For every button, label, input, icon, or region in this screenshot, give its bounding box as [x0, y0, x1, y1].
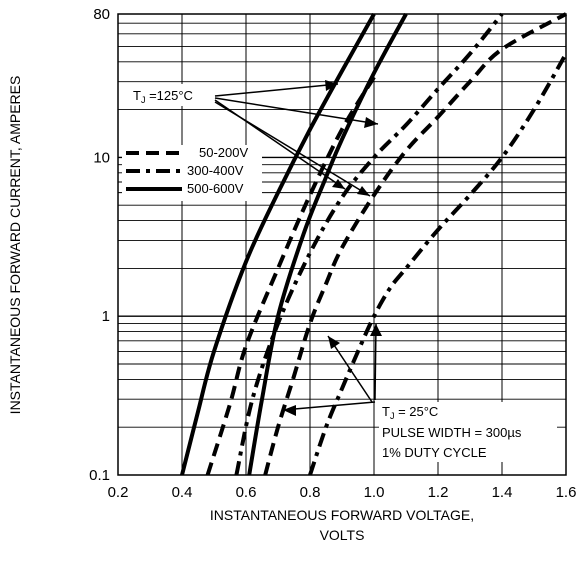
tj-125c-arrowheads — [325, 80, 378, 196]
tj-25c-annotation: TJ = 25°C PULSE WIDTH = 300µs 1% DUTY CY… — [282, 323, 557, 462]
x-axis-title-line1: INSTANTANEOUS FORWARD VOLTAGE, — [210, 507, 474, 523]
y-tick-label-1: 1 — [102, 308, 110, 325]
tj-25c-background — [379, 402, 557, 462]
x-tick-label-6: 1.4 — [492, 484, 513, 501]
legend: 50-200V 300-400V 500-600V — [122, 145, 262, 201]
grid — [118, 13, 566, 475]
tj-25c-arrowheads — [283, 324, 382, 416]
curve-300-400v-125c — [234, 12, 504, 476]
x-tick-label-1: 0.4 — [172, 484, 193, 501]
tj-125c-leaders — [214, 83, 379, 197]
legend-label-300-400v: 300-400V — [187, 163, 244, 178]
legend-label-50-200v: 50-200V — [199, 145, 248, 160]
x-tick-label-5: 1.2 — [428, 484, 449, 501]
y-tick-label-2: 10 — [93, 149, 110, 166]
pulse-width-label: PULSE WIDTH = 300µs — [382, 425, 522, 440]
y-tick-label-3: 80 — [93, 6, 110, 23]
legend-background — [122, 145, 262, 201]
curve-500-600v-125c — [180, 13, 376, 476]
x-tick-label-7: 1.6 — [556, 484, 577, 501]
curve-300-400v-25c — [308, 52, 568, 476]
y-axis-title: INSTANTANEOUS FORWARD CURRENT, AMPERES — [7, 76, 23, 415]
tj-25c-leaders — [282, 323, 377, 411]
y-tick-label-0: 0.1 — [89, 467, 110, 484]
tj-125c-label: TJ =125°C — [133, 88, 193, 105]
tj-125c-annotation: TJ =125°C — [128, 80, 379, 197]
curve-50-200v-125c — [205, 76, 376, 476]
tj-25c-label: TJ = 25°C — [382, 404, 438, 421]
x-axis-title-line2: VOLTS — [320, 527, 365, 543]
x-tick-label-4: 1.0 — [364, 484, 385, 501]
x-tick-label-3: 0.8 — [300, 484, 321, 501]
legend-label-500-600v: 500-600V — [187, 181, 244, 196]
x-tick-label-0: 0.2 — [108, 484, 129, 501]
tj-125c-background — [128, 84, 218, 106]
x-tick-label-2: 0.6 — [236, 484, 257, 501]
y-tick-labels: 0.1 1 10 80 — [89, 6, 110, 484]
plot-frame — [117, 13, 567, 476]
duty-cycle-label: 1% DUTY CYCLE — [382, 445, 487, 460]
curves — [180, 12, 568, 476]
x-tick-labels: 0.2 0.4 0.6 0.8 1.0 1.2 1.4 1.6 — [108, 484, 577, 501]
